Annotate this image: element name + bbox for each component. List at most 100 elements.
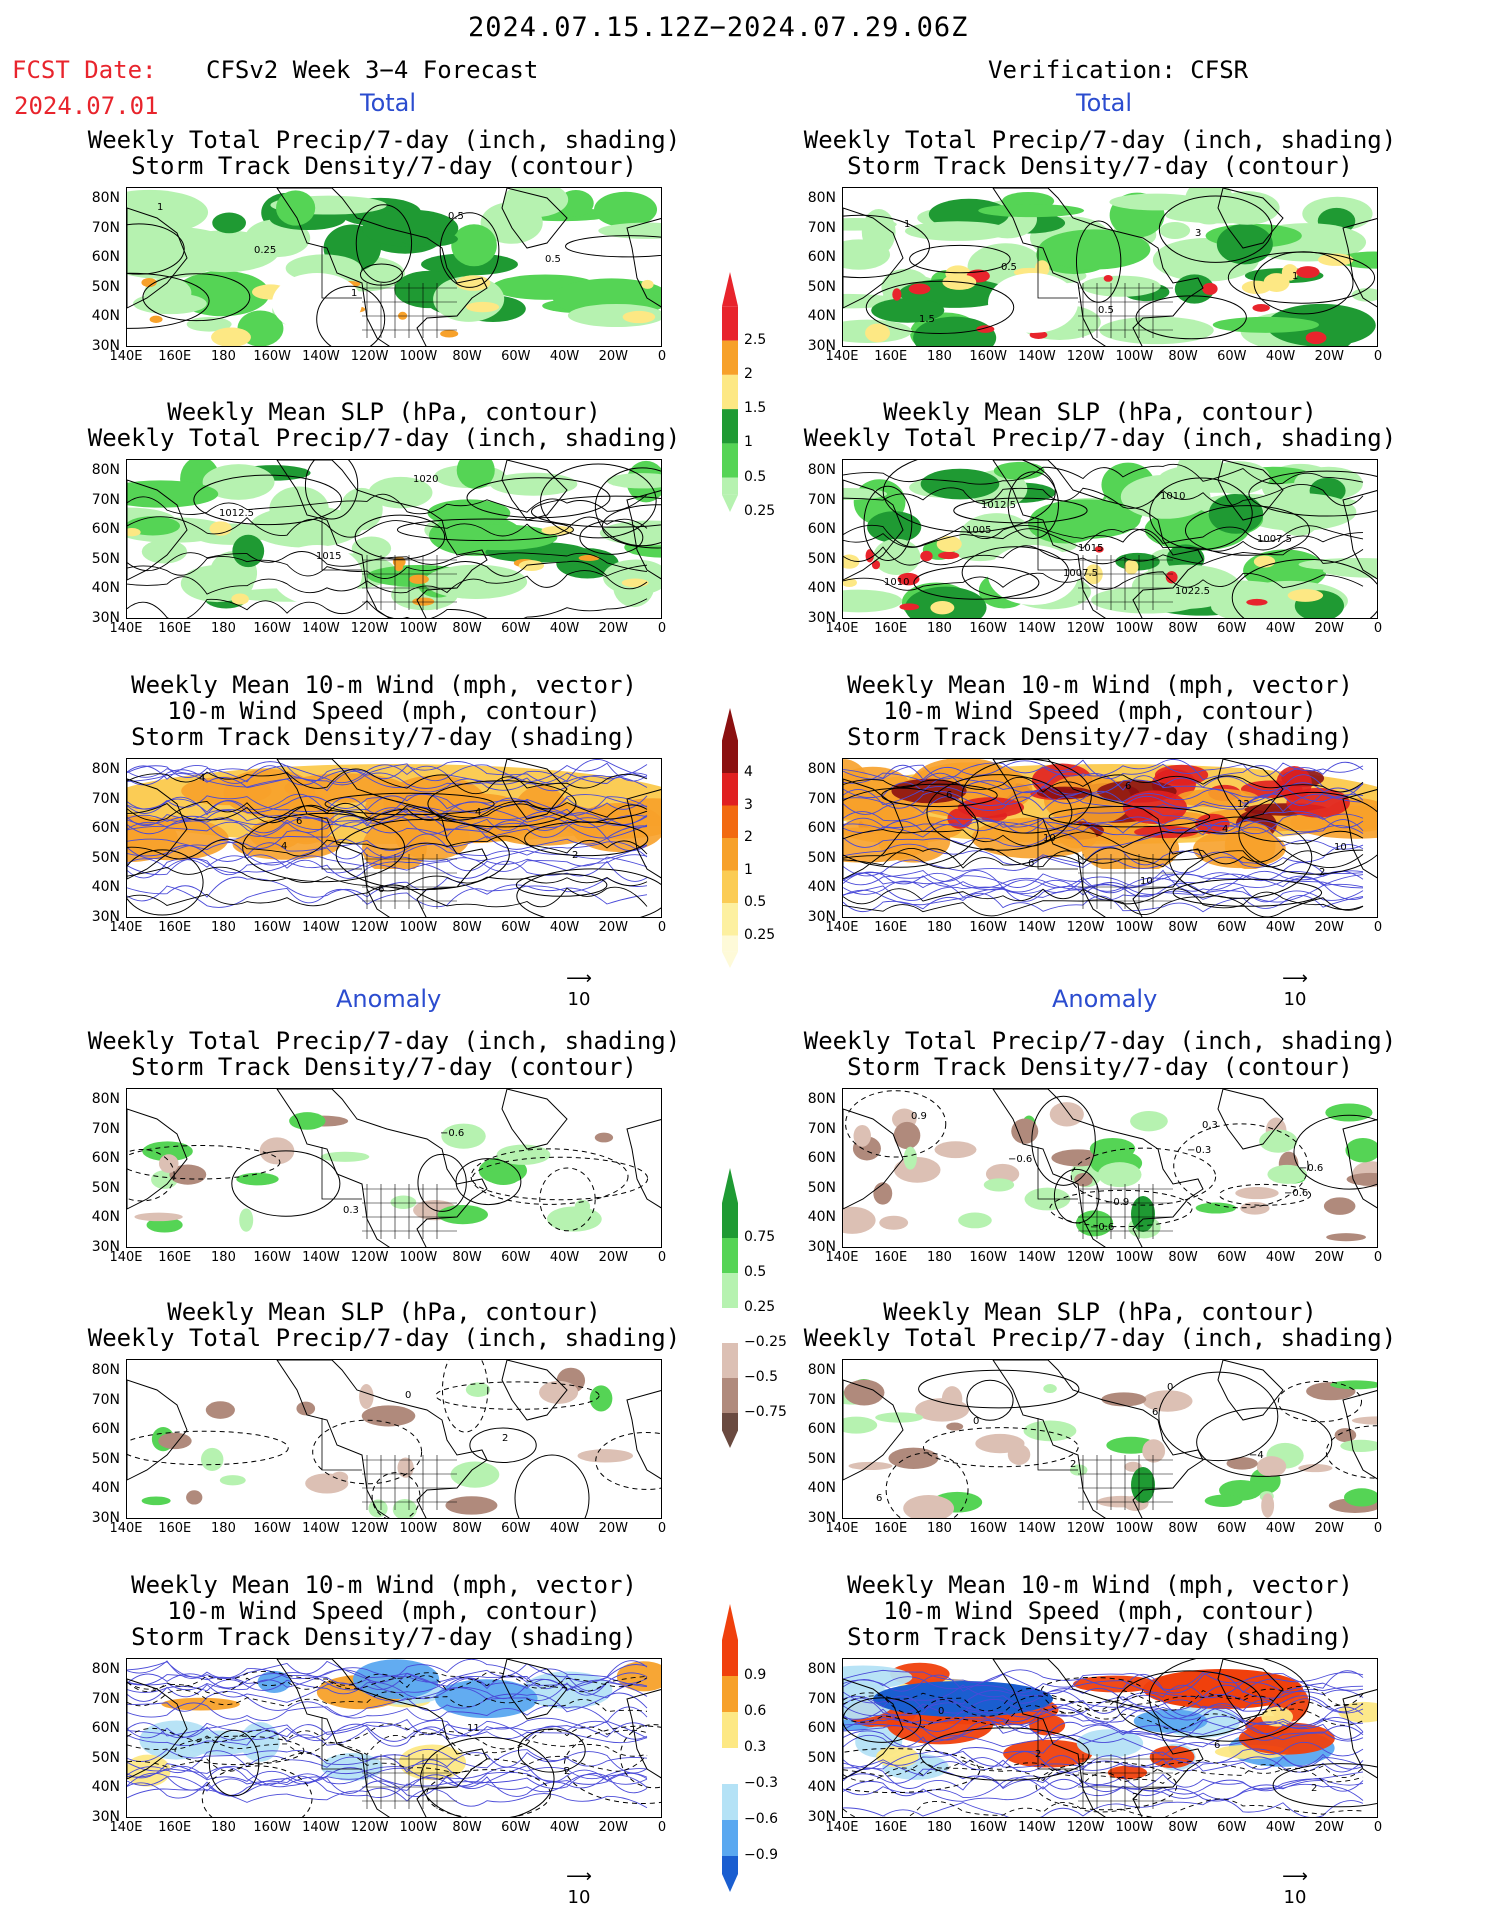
vector-ref-m5: ⟶ 10	[566, 968, 592, 1010]
lon-tick: 20W	[598, 920, 628, 935]
contour-label: 2	[1035, 1749, 1041, 1760]
contour-label: 0.3	[343, 1205, 359, 1216]
lon-tick: 180	[211, 349, 236, 364]
colorbar-track_total	[722, 708, 738, 968]
lat-tick: 50N	[91, 1450, 120, 1467]
colorbar-swatch	[722, 1378, 738, 1413]
contour-label: 0.5	[1098, 305, 1114, 316]
lon-tick: 160W	[969, 349, 1007, 364]
lon-tick: 80W	[452, 621, 482, 636]
lat-tick: 40N	[91, 879, 120, 895]
contour-label: −0.6	[1299, 1163, 1323, 1174]
lon-tick: 100W	[1115, 1820, 1154, 1835]
map-canvas-m5: 4 6 4 2 4 6	[127, 759, 661, 917]
lat-tick: 40N	[91, 1779, 120, 1795]
colorbar-swatch	[722, 773, 738, 806]
lon-tick: 100W	[399, 1521, 438, 1536]
contour-label: 0.5	[448, 211, 464, 222]
vector-ref-m11: ⟶ 10	[566, 1866, 592, 1908]
lon-tick: 140E	[109, 1521, 143, 1536]
lon-tick: 60W	[1217, 1820, 1247, 1835]
map-canvas-m12: 6 2 0 2 2	[843, 1659, 1377, 1817]
lon-tick: 40W	[1265, 1250, 1296, 1265]
lon-tick: 40W	[549, 1521, 580, 1536]
contour-label: 6	[378, 884, 384, 895]
title-m7: Weekly Total Precip/7-day (inch, shading…	[87, 1027, 681, 1081]
lon-tick: 160E	[874, 920, 908, 935]
map-canvas-m1: 1 0.25 1 0.5 0.5	[127, 188, 661, 346]
lat-tick: 70N	[91, 491, 120, 508]
contour-label: 1005	[966, 525, 991, 536]
lon-tick: 100W	[1115, 1521, 1154, 1536]
lon-tick: 140W	[1018, 349, 1056, 364]
lat-tick: 60N	[807, 1421, 836, 1437]
map-canvas-m2: 1 0.5 0.5 3 1 1.5	[843, 188, 1377, 346]
contour-label: −0.6	[1090, 1222, 1114, 1233]
lon-tick: 140W	[1018, 1820, 1056, 1835]
contour-label: 1010	[1160, 491, 1185, 502]
lon-tick: 120W	[350, 920, 389, 935]
lon-tick: 160E	[158, 920, 192, 935]
colorbar-swatch	[722, 1640, 738, 1676]
lon-tick: 120W	[350, 349, 389, 364]
contour-label: −4	[1249, 1450, 1264, 1461]
lat-tick: 50N	[807, 278, 836, 295]
map-m2: 1 0.5 0.5 3 1 1.5	[842, 187, 1378, 347]
colorbar-swatch	[722, 1308, 738, 1343]
lon-tick: 180	[211, 920, 236, 935]
contour-label: −0.3	[1187, 1145, 1211, 1156]
lon-tick: 180	[927, 1521, 952, 1536]
lat-tick: 40N	[91, 308, 120, 324]
verification-title: Verification: CFSR	[988, 56, 1249, 84]
lat-tick: 70N	[91, 1391, 120, 1408]
arrow-right-icon: ⟶	[566, 1866, 592, 1887]
lon-tick: 140W	[302, 349, 340, 364]
colorbar-label: 0.3	[744, 1739, 767, 1755]
contour-label: 6	[946, 790, 952, 801]
lat-tick: 80N	[807, 1091, 836, 1107]
lon-tick: 40W	[549, 920, 580, 935]
colorbar-label: −0.3	[744, 1775, 778, 1791]
contour-label: 1015	[316, 551, 341, 562]
colorbar-label: 1	[744, 861, 753, 878]
lat-tick: 40N	[807, 308, 836, 324]
map-canvas-m3: 1012.5 1015 1020	[127, 460, 661, 618]
title-m11: Weekly Mean 10-m Wind (mph, vector) 10-m …	[131, 1571, 637, 1651]
lon-tick: 160E	[874, 349, 908, 364]
lon-tick: 60W	[1217, 1250, 1247, 1265]
lon-tick: 160W	[253, 1250, 291, 1265]
lon-tick: 140E	[109, 621, 143, 636]
lon-tick: 140E	[825, 1521, 859, 1536]
lat-tick: 80N	[91, 761, 120, 777]
lon-tick: 20W	[1314, 920, 1344, 935]
colorbar-label: −0.6	[744, 1811, 778, 1827]
contour-label: 6	[1125, 781, 1131, 792]
title-m3: Weekly Mean SLP (hPa, contour) Weekly Tot…	[87, 398, 681, 452]
lon-tick: 80W	[1168, 1820, 1198, 1835]
lat-tick: 60N	[91, 1150, 120, 1166]
colorbar-label: 2	[744, 365, 753, 382]
lon-tick: 0	[1373, 349, 1383, 364]
contour-label: 0.9	[911, 1111, 927, 1122]
lat-tick: 60N	[91, 1720, 120, 1736]
contour-label: 6	[876, 1493, 882, 1504]
colorbar-precip_total	[722, 272, 738, 512]
contour-label: 6	[296, 816, 302, 827]
lon-tick: 0	[657, 349, 667, 364]
colorbar-swatch	[722, 870, 738, 903]
lon-tick: 160W	[969, 920, 1007, 935]
lon-tick: 40W	[549, 1820, 580, 1835]
lon-tick: 140W	[1018, 1521, 1056, 1536]
contour-label: 0.5	[1001, 262, 1017, 273]
lon-tick: 160E	[158, 621, 192, 636]
lat-tick: 40N	[807, 1480, 836, 1496]
contour-label: 10	[1043, 833, 1056, 844]
lat-tick: 30N	[807, 609, 836, 626]
title-m9: Weekly Mean SLP (hPa, contour) Weekly Tot…	[87, 1298, 681, 1352]
title-m12: Weekly Mean 10-m Wind (mph, vector) 10-m …	[847, 1571, 1353, 1651]
colorbar-label: −0.25	[744, 1334, 787, 1350]
map-m5: 4 6 4 2 4 6	[126, 758, 662, 918]
lat-tick: 70N	[807, 790, 836, 807]
lon-tick: 120W	[350, 1250, 389, 1265]
lon-tick: 160E	[874, 621, 908, 636]
